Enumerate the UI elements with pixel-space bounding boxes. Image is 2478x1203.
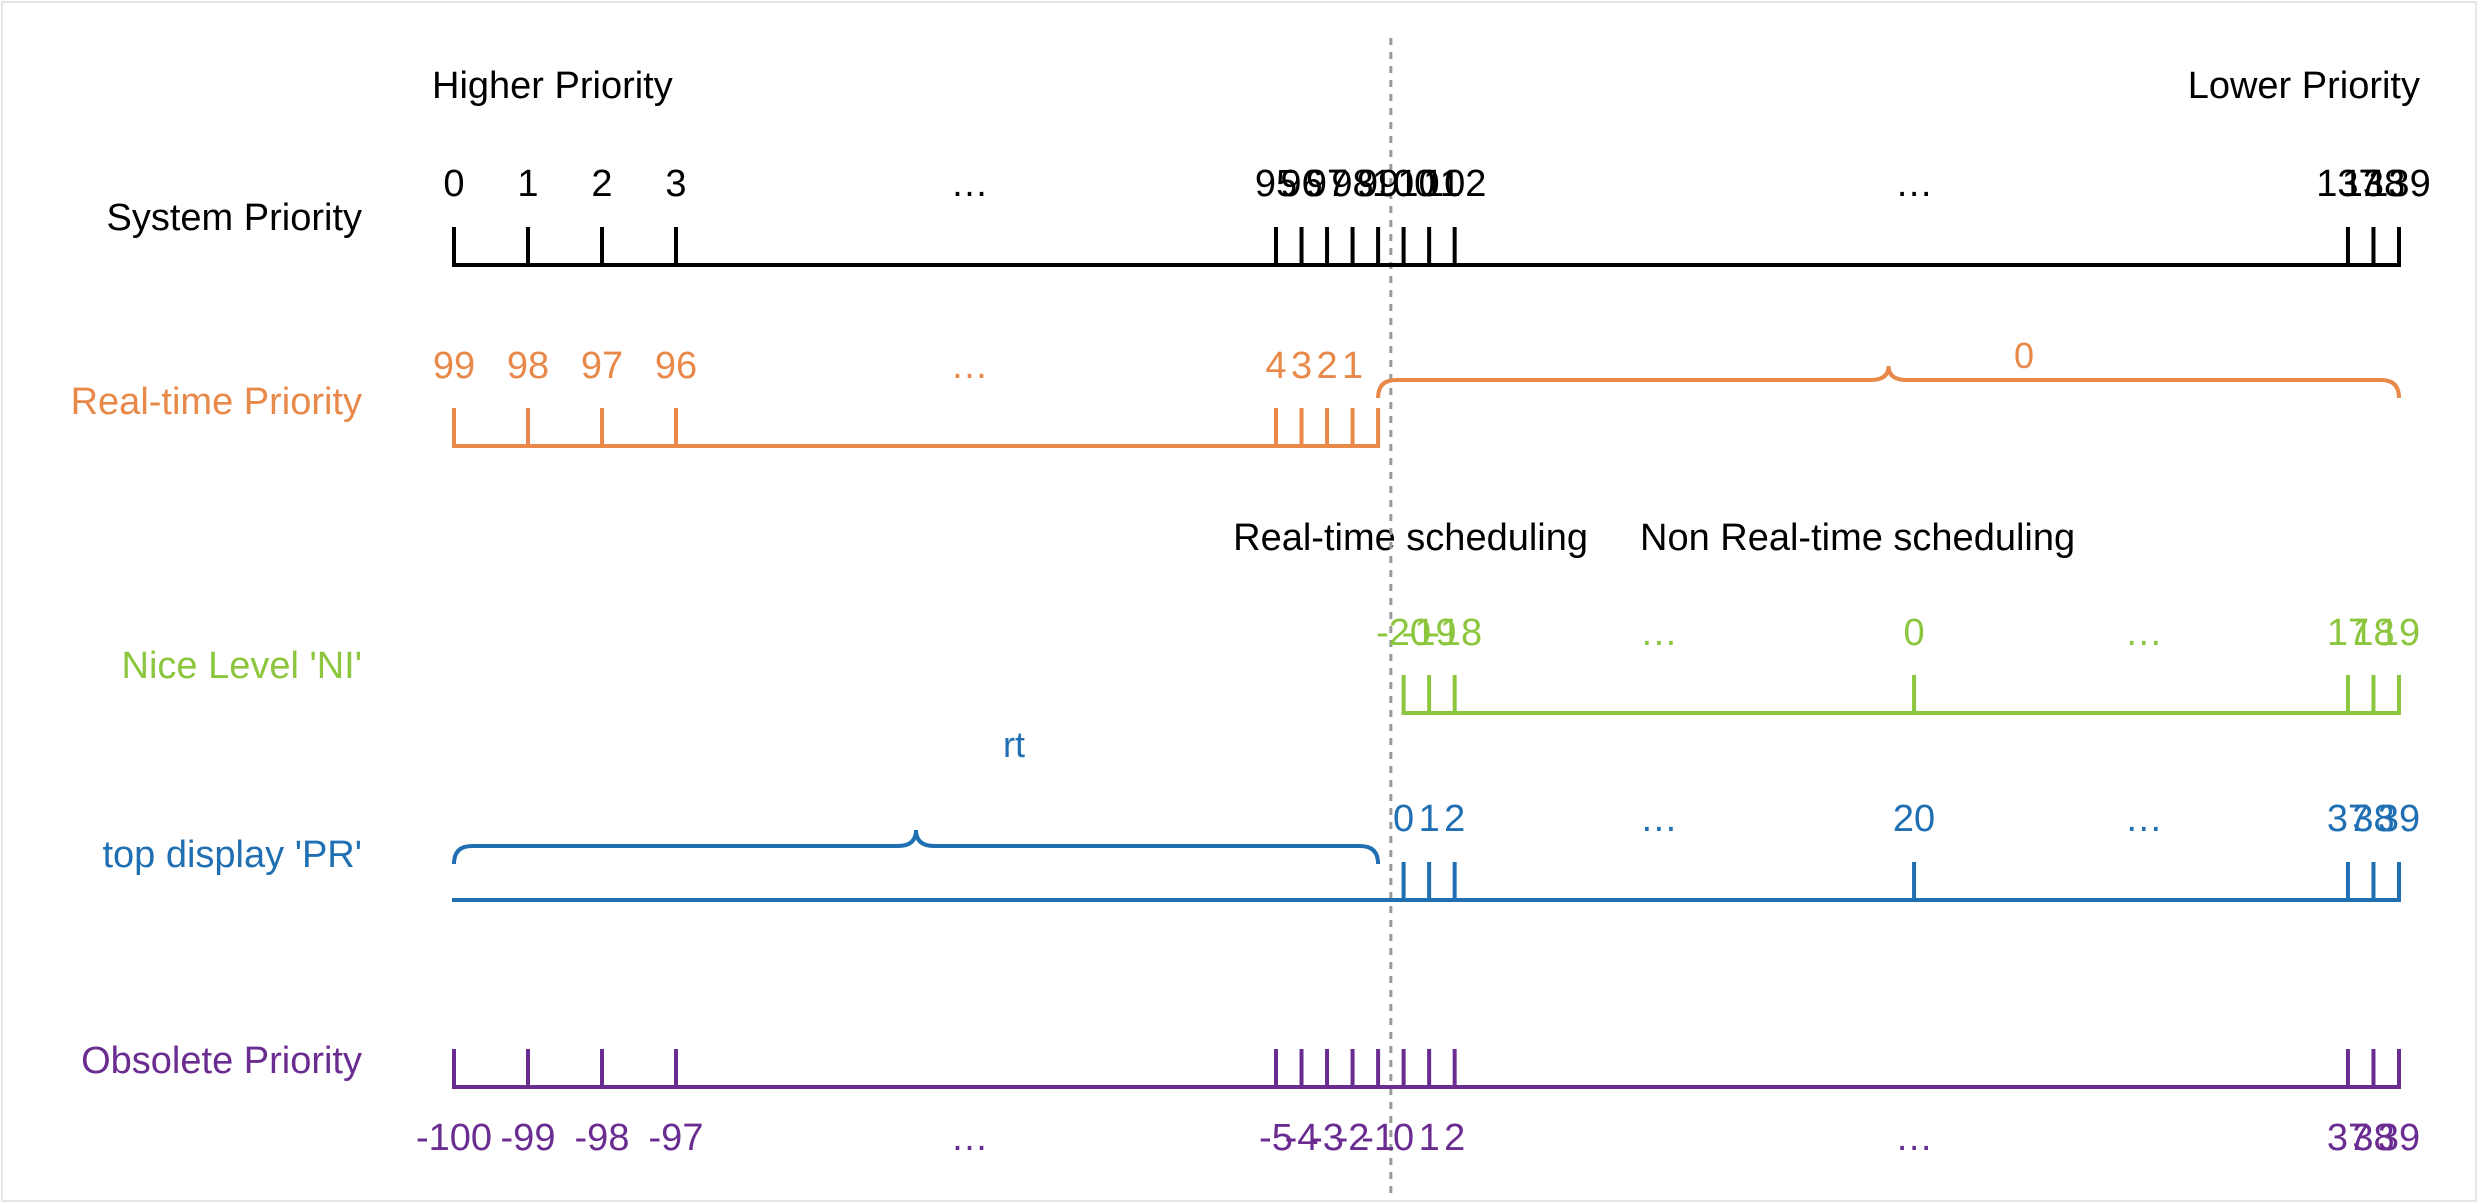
- obsolete-ellipsis: …: [1895, 1117, 1933, 1159]
- top-ellipsis: …: [1640, 798, 1678, 840]
- top-tick-label: 37: [2327, 798, 2369, 840]
- top-rt-brace: [452, 829, 1381, 865]
- obsolete-tick-label: -1: [1361, 1117, 1395, 1159]
- realtime-priority-label: Real-time Priority: [71, 381, 362, 423]
- lower-priority-label: Lower Priority: [2188, 65, 2420, 107]
- top-tick-label: 1: [1419, 798, 1440, 840]
- system-priority-label: System Priority: [107, 197, 362, 239]
- realtime-zero-brace: [1376, 365, 2401, 399]
- obsolete-tick-label: -4: [1285, 1117, 1319, 1159]
- realtime-tick-label: 3: [1291, 345, 1312, 387]
- system-tick-label: 98: [1331, 163, 1373, 205]
- realtime-ellipsis: …: [950, 345, 988, 387]
- obsolete-tick-label: 0: [1393, 1117, 1414, 1159]
- obsolete-tick-label: -97: [649, 1117, 704, 1159]
- top-tick-label: 39: [2378, 798, 2420, 840]
- realtime-scheduling-label: Real-time scheduling: [1233, 517, 1588, 559]
- nonrealtime-scheduling-label: Non Real-time scheduling: [1640, 517, 2075, 559]
- realtime-tick-label: 99: [433, 345, 475, 387]
- realtime-tick-label: 2: [1316, 345, 1337, 387]
- nice-tick-label: -20: [1376, 612, 1431, 654]
- higher-priority-label: Higher Priority: [432, 65, 673, 107]
- top-tick-label: 20: [1893, 798, 1935, 840]
- nice-tick-label: 17: [2327, 612, 2369, 654]
- realtime-axis: 99 98 97 96 … 4 3 2 1: [433, 345, 1381, 448]
- nice-ellipsis: …: [2125, 612, 2163, 654]
- nice-level-label: Nice Level 'NI': [122, 645, 363, 687]
- obsolete-tick-label: 37: [2327, 1117, 2369, 1159]
- obsolete-tick-label: 2: [1444, 1117, 1465, 1159]
- top-tick-label: 2: [1444, 798, 1465, 840]
- top-display-label: top display 'PR': [102, 834, 362, 876]
- obsolete-tick-label: -98: [575, 1117, 630, 1159]
- obsolete-priority-label: Obsolete Priority: [81, 1040, 362, 1082]
- obsolete-ellipsis: …: [950, 1117, 988, 1159]
- top-ellipsis: …: [2125, 798, 2163, 840]
- nice-tick-label: 18: [2352, 612, 2394, 654]
- realtime-tick-label: 4: [1265, 345, 1286, 387]
- obsolete-tick-label: -99: [501, 1117, 556, 1159]
- obsolete-tick-label: 39: [2378, 1117, 2420, 1159]
- realtime-zero-brace-label: 0: [2014, 335, 2034, 376]
- system-tick-label: 101: [1397, 163, 1460, 205]
- system-tick-label: 138: [2342, 163, 2405, 205]
- system-ellipsis: …: [950, 163, 988, 205]
- system-tick-label: 2: [591, 163, 612, 205]
- obsolete-tick-label: 38: [2352, 1117, 2394, 1159]
- system-tick-label: 1: [517, 163, 538, 205]
- system-ellipsis: …: [1895, 163, 1933, 205]
- system-tick-label: 99: [1357, 163, 1399, 205]
- top-rt-brace-label: rt: [1003, 724, 1025, 765]
- system-tick-label: 102: [1423, 163, 1486, 205]
- realtime-tick-label: 97: [581, 345, 623, 387]
- obsolete-tick-label: -3: [1310, 1117, 1344, 1159]
- top-tick-label: 0: [1393, 798, 1414, 840]
- nice-tick-label: -18: [1427, 612, 1482, 654]
- realtime-tick-label: 98: [507, 345, 549, 387]
- obsolete-tick-label: -2: [1336, 1117, 1370, 1159]
- realtime-tick-label: 96: [655, 345, 697, 387]
- system-tick-label: 3: [665, 163, 686, 205]
- nice-tick-label: 19: [2378, 612, 2420, 654]
- top-tick-label: 38: [2352, 798, 2394, 840]
- nice-tick-label: 0: [1903, 612, 1924, 654]
- system-tick-label: 139: [2367, 163, 2430, 205]
- realtime-tick-label: 1: [1342, 345, 1363, 387]
- obsolete-tick-label: -5: [1259, 1117, 1293, 1159]
- system-tick-label: 100: [1372, 163, 1435, 205]
- obsolete-tick-label: -100: [416, 1117, 492, 1159]
- system-tick-label: 0: [443, 163, 464, 205]
- system-tick-label: 95: [1255, 163, 1297, 205]
- system-tick-label: 137: [2316, 163, 2379, 205]
- obsolete-tick-label: 1: [1419, 1117, 1440, 1159]
- nice-tick-label: -19: [1402, 612, 1457, 654]
- system-tick-label: 96: [1280, 163, 1322, 205]
- nice-ellipsis: …: [1640, 612, 1678, 654]
- system-tick-label: 97: [1306, 163, 1348, 205]
